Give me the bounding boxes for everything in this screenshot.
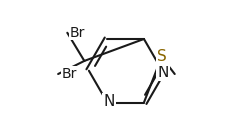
Text: Br: Br — [70, 26, 85, 40]
Text: N: N — [104, 94, 115, 109]
Text: N: N — [157, 65, 169, 80]
Text: S: S — [157, 50, 166, 64]
Text: Br: Br — [61, 67, 77, 81]
